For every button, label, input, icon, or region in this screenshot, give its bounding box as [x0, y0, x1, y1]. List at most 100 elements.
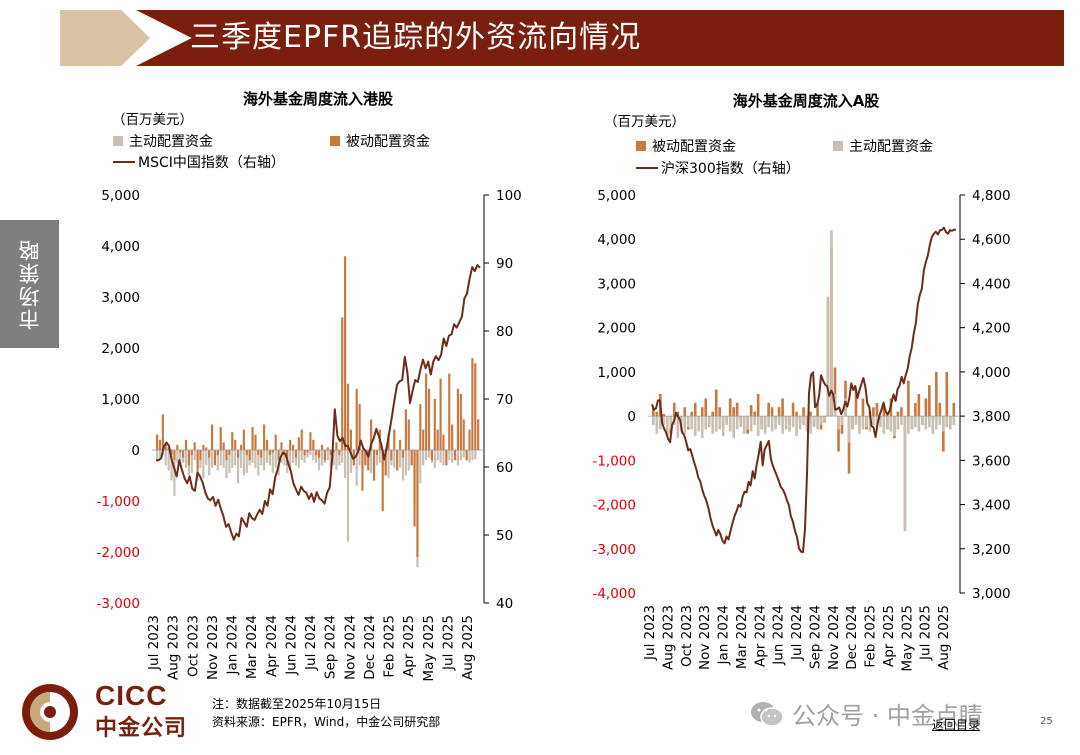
bar-active: [896, 416, 900, 430]
x-tick-label: Nov 2023: [697, 605, 713, 670]
x-tick-label: Feb 2025: [863, 605, 879, 668]
bar-active: [746, 416, 749, 430]
bar-passive: [271, 450, 274, 453]
y2-tick-label: 3,200: [972, 542, 1011, 558]
bar-active: [404, 450, 407, 476]
bar-passive: [837, 416, 840, 452]
bar-passive: [190, 450, 193, 456]
bar-passive: [222, 442, 225, 450]
bar-passive: [320, 444, 324, 450]
bar-active: [938, 416, 942, 425]
bar-passive: [164, 444, 167, 450]
bar-active: [208, 450, 211, 476]
x-tick-label: Nov 2023: [205, 615, 221, 680]
bar-active: [676, 416, 680, 439]
bar-passive: [448, 373, 451, 450]
bar-active: [344, 450, 347, 479]
bar-passive: [718, 407, 722, 417]
bar-passive: [753, 411, 756, 417]
bar-passive: [297, 437, 300, 450]
bar-passive: [349, 429, 352, 450]
bar-active: [739, 416, 742, 428]
x-tick-label: Nov 2024: [342, 615, 358, 680]
bar-active: [474, 450, 477, 460]
bar-passive: [672, 402, 676, 417]
bar-active: [451, 450, 454, 463]
bar-active: [375, 450, 379, 466]
x-tick-label: Sep 2024: [807, 605, 823, 669]
legend-item: 主动配置资金: [129, 134, 213, 150]
bar-passive: [430, 450, 433, 461]
bar-passive: [767, 402, 770, 417]
bar-active: [658, 416, 662, 430]
bar-passive: [655, 411, 659, 417]
bar-passive: [802, 407, 805, 417]
bar-active: [725, 416, 728, 425]
bar-active: [921, 416, 924, 425]
bar-active: [872, 416, 875, 425]
bar-active: [332, 450, 335, 466]
bar-passive: [187, 450, 190, 466]
bar-active: [690, 416, 694, 430]
cicc-wordmark-cn: 中金公司: [95, 716, 188, 741]
bar-active: [462, 450, 465, 458]
index-line: [651, 226, 956, 554]
back-to-contents-link[interactable]: 返回目录: [932, 718, 981, 732]
bar-active: [387, 450, 390, 479]
bar-active: [756, 416, 760, 437]
bar-active: [329, 450, 332, 468]
bar-passive: [257, 450, 260, 456]
bar-active: [802, 416, 805, 425]
bar-active: [830, 230, 833, 417]
y-tick-label: 4,000: [597, 232, 636, 248]
legend-item: MSCI中国指数（右轴）: [138, 155, 285, 171]
bar-active: [231, 450, 234, 468]
bar-active: [861, 416, 865, 430]
bar-active: [193, 450, 196, 461]
bar-active: [439, 450, 442, 463]
bar-passive: [303, 450, 306, 456]
bar-active: [320, 450, 324, 466]
bar-active: [459, 450, 462, 461]
bar-active: [237, 450, 240, 484]
bar-passive: [425, 373, 428, 450]
bar-passive: [407, 419, 410, 450]
y-tick-label: 1,000: [101, 392, 140, 408]
bar-passive: [161, 414, 164, 450]
bar-passive: [900, 407, 903, 417]
bar-active: [879, 416, 882, 428]
bar-active: [274, 450, 277, 468]
bar-passive: [410, 450, 413, 466]
bar-active: [419, 450, 422, 484]
y-tick-label: 4,000: [101, 239, 140, 255]
side-tab[interactable]: 市场策略: [0, 220, 59, 348]
bar-passive: [205, 447, 208, 450]
y2-tick-label: 40: [496, 596, 513, 612]
bar-passive: [158, 439, 162, 450]
bar-passive: [924, 398, 928, 417]
bar-passive: [199, 450, 202, 461]
bar-passive: [361, 450, 364, 491]
bar-passive: [396, 450, 399, 471]
bar-active: [471, 450, 474, 461]
bar-passive: [294, 450, 298, 458]
bar-active: [840, 416, 844, 425]
bar-active: [910, 416, 914, 430]
bar-active: [254, 450, 257, 468]
bar-passive: [260, 450, 263, 458]
bar-active: [205, 450, 208, 466]
bar-passive: [456, 388, 460, 450]
bar-passive: [756, 394, 760, 417]
bar-active: [742, 416, 746, 434]
bar-active: [816, 416, 819, 430]
bar-passive: [156, 434, 159, 450]
y-tick-label: -2,000: [592, 498, 636, 514]
bar-active: [436, 450, 439, 461]
bar-passive: [338, 450, 341, 456]
bar-passive: [468, 429, 471, 450]
bar-passive: [662, 413, 666, 417]
bar-passive: [427, 388, 431, 450]
y2-tick-label: 90: [496, 256, 513, 272]
bar-active: [851, 416, 854, 430]
bar-active: [407, 450, 410, 471]
